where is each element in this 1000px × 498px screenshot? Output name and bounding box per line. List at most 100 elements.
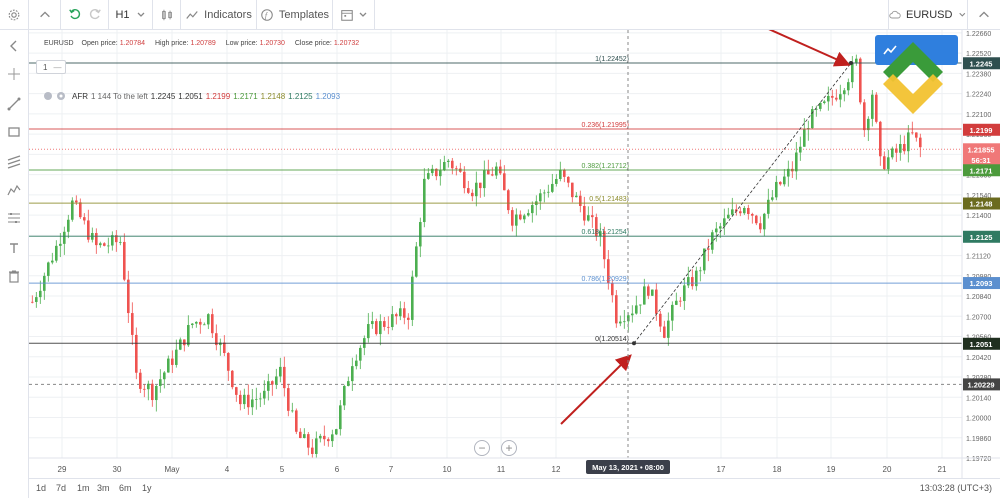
indicators-icon — [186, 11, 198, 19]
range-7d[interactable]: 7d — [56, 483, 67, 493]
channel-tool[interactable] — [4, 152, 24, 172]
symbol-value: EURUSD — [905, 9, 953, 21]
candle-body — [587, 215, 590, 221]
candle-body — [495, 166, 498, 176]
candle-body — [195, 321, 198, 324]
candle-body — [187, 325, 190, 346]
candles-icon — [161, 9, 172, 21]
trendline-tool[interactable] — [4, 94, 24, 114]
fib-level-label: 1(1.22452) — [595, 56, 629, 63]
zoom-in-button[interactable]: + — [501, 440, 517, 456]
candle-body — [755, 215, 758, 224]
candle-body — [131, 313, 134, 335]
candle-body — [855, 58, 858, 63]
candle-body — [699, 270, 702, 272]
chart-icon — [883, 45, 897, 55]
candle-body — [671, 304, 674, 321]
fibonacci-icon — [8, 213, 20, 223]
svg-text:f: f — [265, 11, 269, 20]
range-1y[interactable]: 1y — [142, 483, 152, 493]
fibonacci-tool[interactable] — [4, 208, 24, 228]
candle-body — [659, 313, 662, 327]
range-1d[interactable]: 1d — [36, 483, 47, 493]
candle-body — [39, 290, 42, 298]
candle-body — [511, 210, 514, 226]
afr-indicator-legend[interactable]: AFR 1 144 To the left 1.2245 1.2051 1.2199… — [43, 91, 340, 101]
chart-type-button[interactable] — [153, 0, 181, 30]
price-tick-label: 1.20420 — [966, 355, 991, 362]
candle-body — [611, 282, 614, 296]
candle-body — [795, 152, 798, 172]
candle-body — [599, 231, 602, 237]
candle-body — [419, 222, 422, 247]
candle-body — [383, 321, 386, 327]
candle-body — [471, 192, 474, 197]
eye-icon[interactable] — [43, 91, 53, 101]
time-tick-label: 12 — [552, 465, 561, 474]
candle-body — [339, 405, 342, 430]
rectangle-tool[interactable] — [4, 122, 24, 142]
range-1m[interactable]: 1m — [77, 483, 90, 493]
candle-body — [183, 339, 186, 346]
brand-logo-icon — [883, 42, 943, 114]
price-tag-bg — [963, 230, 1000, 243]
annotations[interactable]: May 13, 2021 • 08:00 — [560, 30, 853, 474]
settings-button[interactable] — [0, 0, 29, 30]
fib-trendline[interactable] — [633, 62, 852, 344]
gear-icon[interactable] — [56, 91, 66, 101]
drawing-count-box[interactable]: 1 — — [36, 60, 66, 74]
crosshair-tool[interactable] — [4, 64, 24, 84]
range-3m[interactable]: 3m — [97, 483, 110, 493]
indicators-button[interactable]: Indicators — [181, 0, 257, 30]
collapse-button[interactable] — [29, 0, 61, 30]
candle-body — [895, 148, 898, 153]
candle-body — [79, 202, 82, 218]
candle-body — [443, 162, 446, 171]
candle-body — [823, 101, 826, 103]
candle-body — [139, 372, 142, 389]
time-tick-label: 6 — [335, 465, 340, 474]
timeframe-select[interactable]: H1 — [109, 0, 153, 30]
candle-body — [83, 217, 86, 221]
afr-label: AFR — [72, 91, 88, 101]
price-axis[interactable]: 1.22660 1.22520 1.22380 1.22240 1.22100 1.219… — [961, 30, 1000, 478]
candle-body — [799, 146, 802, 153]
fib-anchor-low[interactable] — [632, 341, 636, 346]
collapse-tools-button[interactable] — [4, 36, 24, 56]
calendar-button[interactable] — [333, 0, 375, 30]
afr-value: 1.2051 — [178, 91, 203, 101]
delete-drawings-button[interactable] — [4, 266, 24, 286]
fib-anchor-high[interactable] — [849, 60, 853, 65]
pattern-tool[interactable] — [4, 180, 24, 200]
candle-body — [99, 243, 102, 246]
undo-icon[interactable] — [68, 8, 82, 22]
candle-body — [447, 160, 450, 163]
zoom-out-button[interactable]: − — [474, 440, 490, 456]
time-axis[interactable]: 29 30 May 4 5 6 7 10 11 12 17 18 19 20 21 — [29, 457, 1000, 474]
candle-body — [367, 324, 370, 339]
symbol-select[interactable]: EURUSD — [888, 0, 968, 30]
more-button[interactable] — [968, 0, 1000, 30]
chart-grid — [29, 30, 962, 459]
price-tag-bg — [963, 378, 1000, 391]
time-tick-label: 5 — [280, 465, 285, 474]
text-tool[interactable] — [4, 238, 24, 258]
afr-value: 1.2171 — [233, 91, 258, 101]
price-chart[interactable]: 1(1.22452) 0.236(1.21995) 0.382(1.21712) 0.… — [29, 30, 1000, 478]
templates-button[interactable]: f Templates — [257, 0, 333, 30]
afr-value: 1.2199 — [205, 91, 231, 101]
candle-body — [275, 376, 278, 385]
candle-body — [303, 434, 306, 438]
range-6m[interactable]: 6m — [119, 483, 132, 493]
candle-body — [579, 195, 582, 206]
candle-body — [863, 102, 866, 131]
candle-body — [815, 108, 818, 110]
fibonacci-levels[interactable]: 1(1.22452) 0.236(1.21995) 0.382(1.21712) 0.… — [29, 56, 962, 344]
time-tick-label: 30 — [113, 465, 122, 474]
redo-icon[interactable] — [88, 8, 102, 22]
candle-body — [259, 398, 262, 400]
candle-body — [695, 270, 698, 287]
candle-body — [847, 82, 850, 91]
trendline-icon — [7, 97, 21, 111]
candle-body — [859, 58, 862, 103]
